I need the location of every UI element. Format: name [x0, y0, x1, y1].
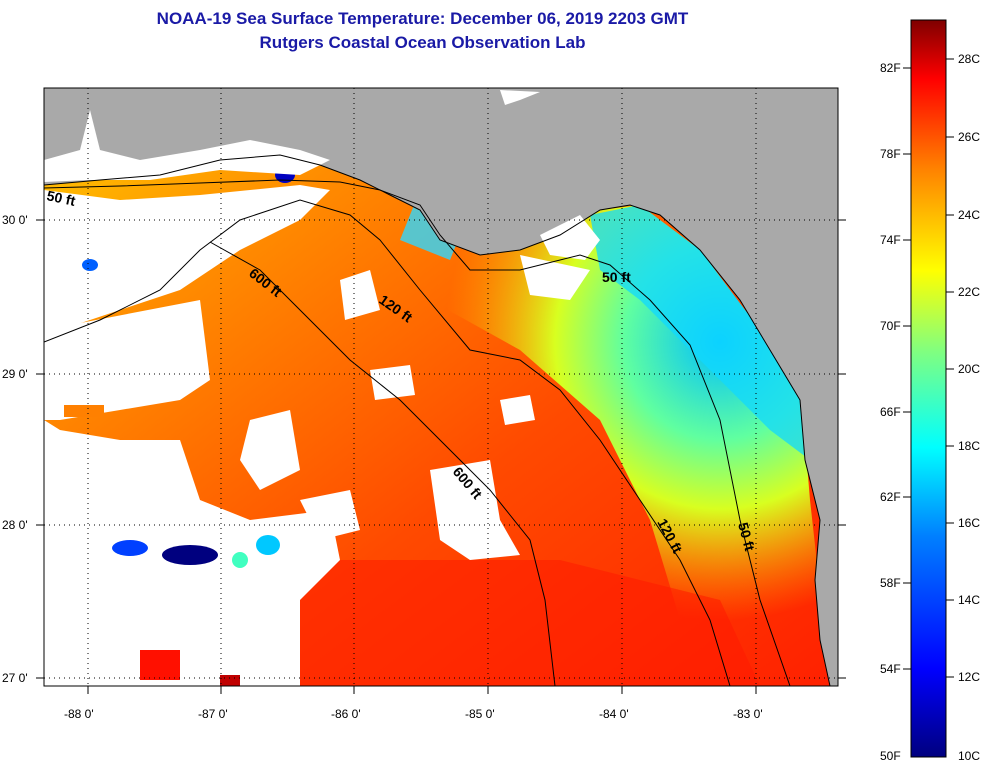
cb-c-24: 24C — [958, 208, 981, 222]
colorbar-ticks — [903, 58, 954, 678]
contour-label-50ft-bigbend: 50 ft — [602, 269, 631, 285]
lat-label-30: 30 0' — [2, 213, 28, 227]
cb-f-74: 74F — [880, 233, 901, 247]
cb-f-70: 70F — [880, 319, 901, 333]
cb-f-54: 54F — [880, 662, 901, 676]
cb-c-20: 20C — [958, 362, 981, 376]
depth-contours — [44, 179, 791, 686]
cb-f-78: 78F — [880, 147, 901, 161]
cb-c-18: 18C — [958, 439, 981, 453]
lat-label-28: 28 0' — [2, 518, 28, 532]
lon-label-87: -87 0' — [198, 707, 228, 721]
cb-f-82: 82F — [880, 61, 901, 75]
cb-c-12: 12C — [958, 670, 981, 684]
cold-patches — [82, 167, 295, 568]
cb-c-16: 16C — [958, 516, 981, 530]
land — [44, 88, 838, 540]
map-border — [43, 87, 839, 687]
axis-ticks — [36, 219, 846, 694]
cb-f-50: 50F — [880, 749, 901, 763]
cb-f-58: 58F — [880, 576, 901, 590]
cb-c-10: 10C — [958, 749, 981, 763]
lon-label-85: -85 0' — [465, 707, 495, 721]
cb-f-66: 66F — [880, 405, 901, 419]
lon-label-86: -86 0' — [331, 707, 361, 721]
cb-f-62: 62F — [880, 490, 901, 504]
southern-warm-water — [300, 560, 760, 686]
coastline — [44, 154, 831, 686]
map-frame: 50 ft 600 ft 120 ft 50 ft 600 ft 120 ft … — [44, 88, 838, 686]
map-subtitle: Rutgers Coastal Ocean Observation Lab — [259, 33, 586, 52]
cb-c-26: 26C — [958, 130, 981, 144]
contour-label-50ft-west: 50 ft — [45, 187, 77, 209]
lat-label-27: 27 0' — [2, 671, 28, 685]
cb-c-14: 14C — [958, 593, 981, 607]
contour-label-50ft-south: 50 ft — [735, 521, 758, 553]
warm-patches — [64, 405, 240, 686]
big-bend-cold-water — [590, 205, 810, 460]
lon-label-84: -84 0' — [599, 707, 629, 721]
cloud-mask — [44, 88, 590, 686]
map-title: NOAA-19 Sea Surface Temperature: Decembe… — [156, 9, 689, 28]
lon-label-88: -88 0' — [64, 707, 94, 721]
lat-label-29: 29 0' — [2, 367, 28, 381]
lon-label-83: -83 0' — [733, 707, 763, 721]
temperature-colorbar — [910, 19, 947, 758]
cb-c-28: 28C — [958, 52, 981, 66]
cb-c-22: 22C — [958, 285, 981, 299]
coastal-mask — [44, 110, 330, 182]
land-south — [815, 520, 838, 686]
